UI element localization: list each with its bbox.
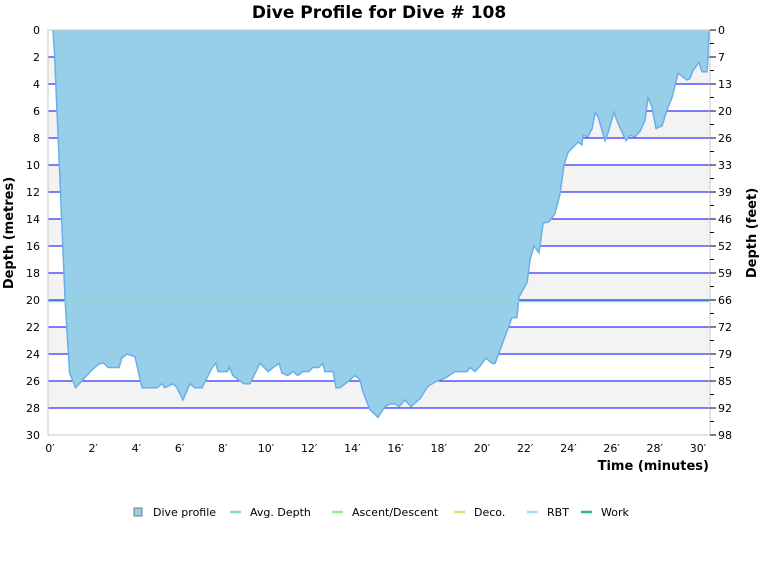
x-tick-label: 20′ <box>474 442 491 455</box>
x-tick-label: 24′ <box>560 442 577 455</box>
y-tick-label: 20 <box>26 294 40 307</box>
y-tick-label: 6 <box>33 105 40 118</box>
y-right-tick-label: 85 <box>718 375 732 388</box>
y-tick-label: 28 <box>26 402 40 415</box>
x-tick-label: 16′ <box>387 442 404 455</box>
y-tick-label: 12 <box>26 186 40 199</box>
y-tick-label: 18 <box>26 267 40 280</box>
y-right-tick-label: 13 <box>718 78 732 91</box>
y-tick-label: 16 <box>26 240 40 253</box>
y-right-tick-label: 33 <box>718 159 732 172</box>
y-axis-right-label: Depth (feet) <box>745 188 760 278</box>
y-tick-label: 8 <box>33 132 40 145</box>
y-tick-label: 10 <box>26 159 40 172</box>
legend: Dive profile Avg. Depth Ascent/Descent Deco… <box>133 506 629 519</box>
legend-label: Dive profile <box>153 506 216 519</box>
y-tick-label: 4 <box>33 78 40 91</box>
y-tick-label: 26 <box>26 375 40 388</box>
x-tick-label: 2′ <box>88 442 98 455</box>
y-tick-label: 0 <box>33 24 40 37</box>
legend-label: Avg. Depth <box>250 506 311 519</box>
y-right-tick-label: 7 <box>718 51 725 64</box>
y-right-tick-label: 26 <box>718 132 732 145</box>
y-right-tick-label: 39 <box>718 186 732 199</box>
y-right-tick-label: 98 <box>718 429 732 442</box>
x-tick-label: 26′ <box>603 442 620 455</box>
x-tick-label: 6′ <box>175 442 185 455</box>
x-tick-label: 12′ <box>301 442 318 455</box>
y-right-tick-label: 0 <box>718 24 725 37</box>
x-tick-label: 10′ <box>258 442 275 455</box>
x-tick-label: 28′ <box>647 442 664 455</box>
y-axis-label: Depth (metres) <box>2 177 17 289</box>
y-tick-label: 22 <box>26 321 40 334</box>
x-axis-label: Time (minutes) <box>598 459 709 474</box>
y-tick-label: 30 <box>26 429 40 442</box>
x-tick-label: 8′ <box>218 442 228 455</box>
dive-profile-area <box>52 30 709 418</box>
y-right-tick-label: 79 <box>718 348 732 361</box>
legend-label: Work <box>601 506 629 519</box>
chart-title: Dive Profile for Dive # 108 <box>252 3 506 23</box>
y-right-tick-label: 52 <box>718 240 732 253</box>
y-right-tick-label: 72 <box>718 321 732 334</box>
y-right-tick-label: 20 <box>718 105 732 118</box>
x-tick-label: 4′ <box>132 442 142 455</box>
y-right-tick-label: 92 <box>718 402 732 415</box>
y-right-tick-label: 46 <box>718 213 732 226</box>
legend-label: Ascent/Descent <box>352 506 439 519</box>
y-tick-label: 14 <box>26 213 40 226</box>
y-tick-label: 24 <box>26 348 40 361</box>
y-right-tick-label: 66 <box>718 294 732 307</box>
axes: 0246810121416182022242628300713202633394… <box>26 24 732 455</box>
x-tick-label: 22′ <box>517 442 534 455</box>
y-tick-label: 2 <box>33 51 40 64</box>
legend-swatch-dive-profile <box>133 507 143 517</box>
x-tick-label: 14′ <box>344 442 361 455</box>
dive-profile-line <box>52 29 710 419</box>
legend-label: Deco. <box>474 506 505 519</box>
legend-label: RBT <box>547 506 569 519</box>
x-tick-label: 30′ <box>690 442 707 455</box>
profile-area <box>52 29 710 419</box>
x-tick-label: 18′ <box>431 442 448 455</box>
y-right-tick-label: 59 <box>718 267 732 280</box>
x-tick-label: 0′ <box>45 442 55 455</box>
